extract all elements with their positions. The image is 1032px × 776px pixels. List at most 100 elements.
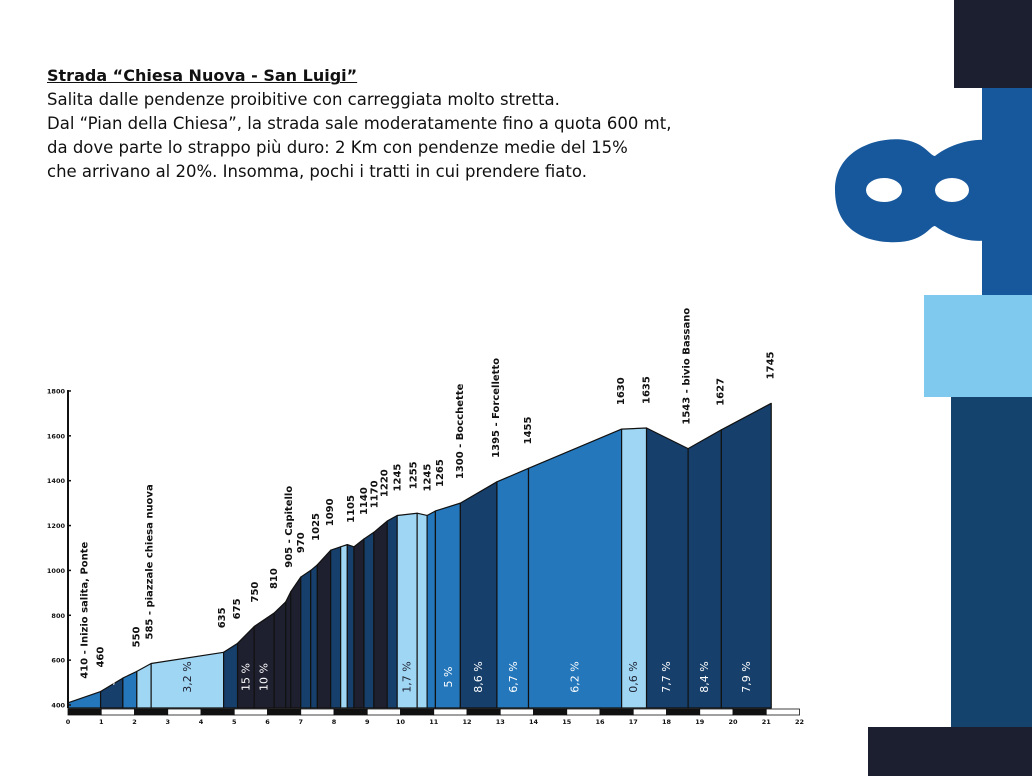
profile-segment bbox=[223, 642, 239, 709]
km-bar-segment bbox=[67, 708, 102, 716]
x-tick-label: 9 bbox=[365, 718, 370, 726]
km-bar-segment bbox=[599, 708, 634, 716]
elevation-label: 635 bbox=[217, 607, 228, 628]
elevation-label: 905 - Capitello bbox=[284, 486, 295, 568]
y-tick-label: 800 bbox=[51, 612, 65, 620]
profile-segment bbox=[122, 670, 138, 709]
gradient-label: 6,2 % bbox=[569, 661, 582, 692]
elevation-label: 970 bbox=[296, 532, 307, 553]
elevation-label: 750 bbox=[250, 582, 261, 603]
gradient-label: 8,6 % bbox=[472, 661, 485, 692]
km-bar-segment bbox=[400, 708, 435, 716]
elevation-label: 1745 bbox=[765, 351, 776, 379]
km-bar-segment bbox=[100, 708, 135, 716]
decor-dark-bottom bbox=[868, 727, 1032, 776]
km-bar-segment bbox=[699, 708, 734, 716]
x-tick-label: 17 bbox=[629, 718, 638, 726]
elevation-label: 1105 bbox=[346, 495, 357, 523]
profile-segment bbox=[67, 690, 102, 709]
km-bar-segment bbox=[366, 708, 401, 716]
km-bar-segment bbox=[765, 708, 800, 716]
profile-segment bbox=[353, 538, 365, 709]
km-bar-segment bbox=[267, 708, 302, 716]
climb-title: Strada “Chiesa Nuova - San Luigi” bbox=[47, 66, 358, 85]
gradient-label: 3,2 % bbox=[181, 661, 194, 692]
elevation-label: 675 bbox=[232, 598, 243, 619]
profile-segment bbox=[136, 662, 152, 709]
profile-segment bbox=[346, 544, 355, 709]
x-tick-label: 13 bbox=[496, 718, 505, 726]
x-tick-label: 16 bbox=[595, 718, 605, 726]
profile-segment bbox=[290, 576, 302, 709]
km-bar-segment bbox=[566, 708, 601, 716]
km-bar-segment bbox=[533, 708, 568, 716]
elevation-label: 1543 - bivio Bassano bbox=[682, 308, 693, 425]
gradient-label: 3,7 bbox=[105, 668, 118, 686]
elevation-label: 585 - piazzale chiesa nuova bbox=[144, 484, 155, 639]
km-bar-segment bbox=[333, 708, 368, 716]
elevation-label: 1635 bbox=[642, 376, 653, 404]
profile-segment bbox=[426, 510, 437, 709]
elevation-label: 1245 bbox=[422, 464, 433, 492]
gradient-label: 6,7 % bbox=[507, 661, 520, 692]
elevation-label: 1090 bbox=[325, 498, 336, 526]
x-tick-label: 2 bbox=[132, 718, 137, 726]
km-bar-segment bbox=[466, 708, 501, 716]
x-tick-label: 0 bbox=[66, 718, 71, 726]
gradient-label: 5 % bbox=[442, 667, 455, 688]
profile-segment bbox=[316, 549, 332, 709]
x-tick-label: 5 bbox=[232, 718, 237, 726]
profile-segment bbox=[285, 591, 292, 709]
profile-segment bbox=[253, 612, 275, 709]
y-tick-label: 600 bbox=[51, 657, 65, 665]
profile-segment bbox=[310, 564, 318, 709]
km-bar-segment bbox=[134, 708, 169, 716]
elevation-label: 1455 bbox=[523, 416, 534, 444]
profile-segment bbox=[720, 402, 772, 709]
elevation-label: 1170 bbox=[370, 480, 381, 508]
gradient-label: 10 % bbox=[258, 663, 271, 691]
gradient-label: 7,9 % bbox=[740, 661, 753, 692]
km-bar-segment bbox=[200, 708, 235, 716]
y-tick-label: 1400 bbox=[47, 477, 66, 485]
x-tick-label: 4 bbox=[199, 718, 204, 726]
decor-dark-top bbox=[954, 0, 1032, 88]
gradient-label: 1,7 % bbox=[401, 661, 414, 692]
gradient-label: 0,6 % bbox=[627, 661, 640, 692]
elevation-label: 1255 bbox=[408, 461, 419, 489]
decor-light-blue bbox=[924, 295, 1032, 397]
km-bar-segment bbox=[433, 708, 468, 716]
x-tick-label: 21 bbox=[762, 718, 772, 726]
elevation-label: 1025 bbox=[311, 513, 322, 541]
elevation-label: 1140 bbox=[359, 487, 370, 515]
x-tick-label: 18 bbox=[662, 718, 672, 726]
x-tick-label: 11 bbox=[429, 718, 439, 726]
elevation-label: 810 bbox=[269, 568, 280, 589]
km-bar-segment bbox=[233, 708, 268, 716]
elevation-label: 460 bbox=[95, 647, 106, 668]
x-tick-label: 8 bbox=[332, 718, 337, 726]
x-tick-label: 14 bbox=[529, 718, 539, 726]
elevation-label: 550 bbox=[131, 626, 142, 647]
km-bar-segment bbox=[499, 708, 534, 716]
description-line: che arrivano al 20%. Insomma, pochi i tr… bbox=[47, 162, 587, 181]
x-tick-label: 12 bbox=[462, 718, 471, 726]
gradient-label: 15 % bbox=[239, 663, 252, 691]
profile-segment bbox=[363, 531, 375, 709]
km-bar-segment bbox=[732, 708, 767, 716]
logo-icon bbox=[835, 139, 990, 243]
km-bar-segment bbox=[632, 708, 667, 716]
elevation-label: 1265 bbox=[435, 459, 446, 487]
x-tick-label: 3 bbox=[165, 718, 170, 726]
profile-segment bbox=[330, 546, 342, 709]
y-tick-label: 1600 bbox=[47, 432, 66, 440]
y-tick-label: 1800 bbox=[47, 387, 66, 395]
x-tick-label: 15 bbox=[562, 718, 572, 726]
km-bar-segment bbox=[300, 708, 335, 716]
elevation-label: 1300 - Bocchette bbox=[455, 383, 466, 479]
decor-blue bbox=[982, 88, 1032, 295]
description-line: da dove parte lo strappo più duro: 2 Km … bbox=[47, 138, 628, 157]
elevation-label: 1245 bbox=[393, 464, 404, 492]
profile-segment bbox=[300, 569, 312, 709]
